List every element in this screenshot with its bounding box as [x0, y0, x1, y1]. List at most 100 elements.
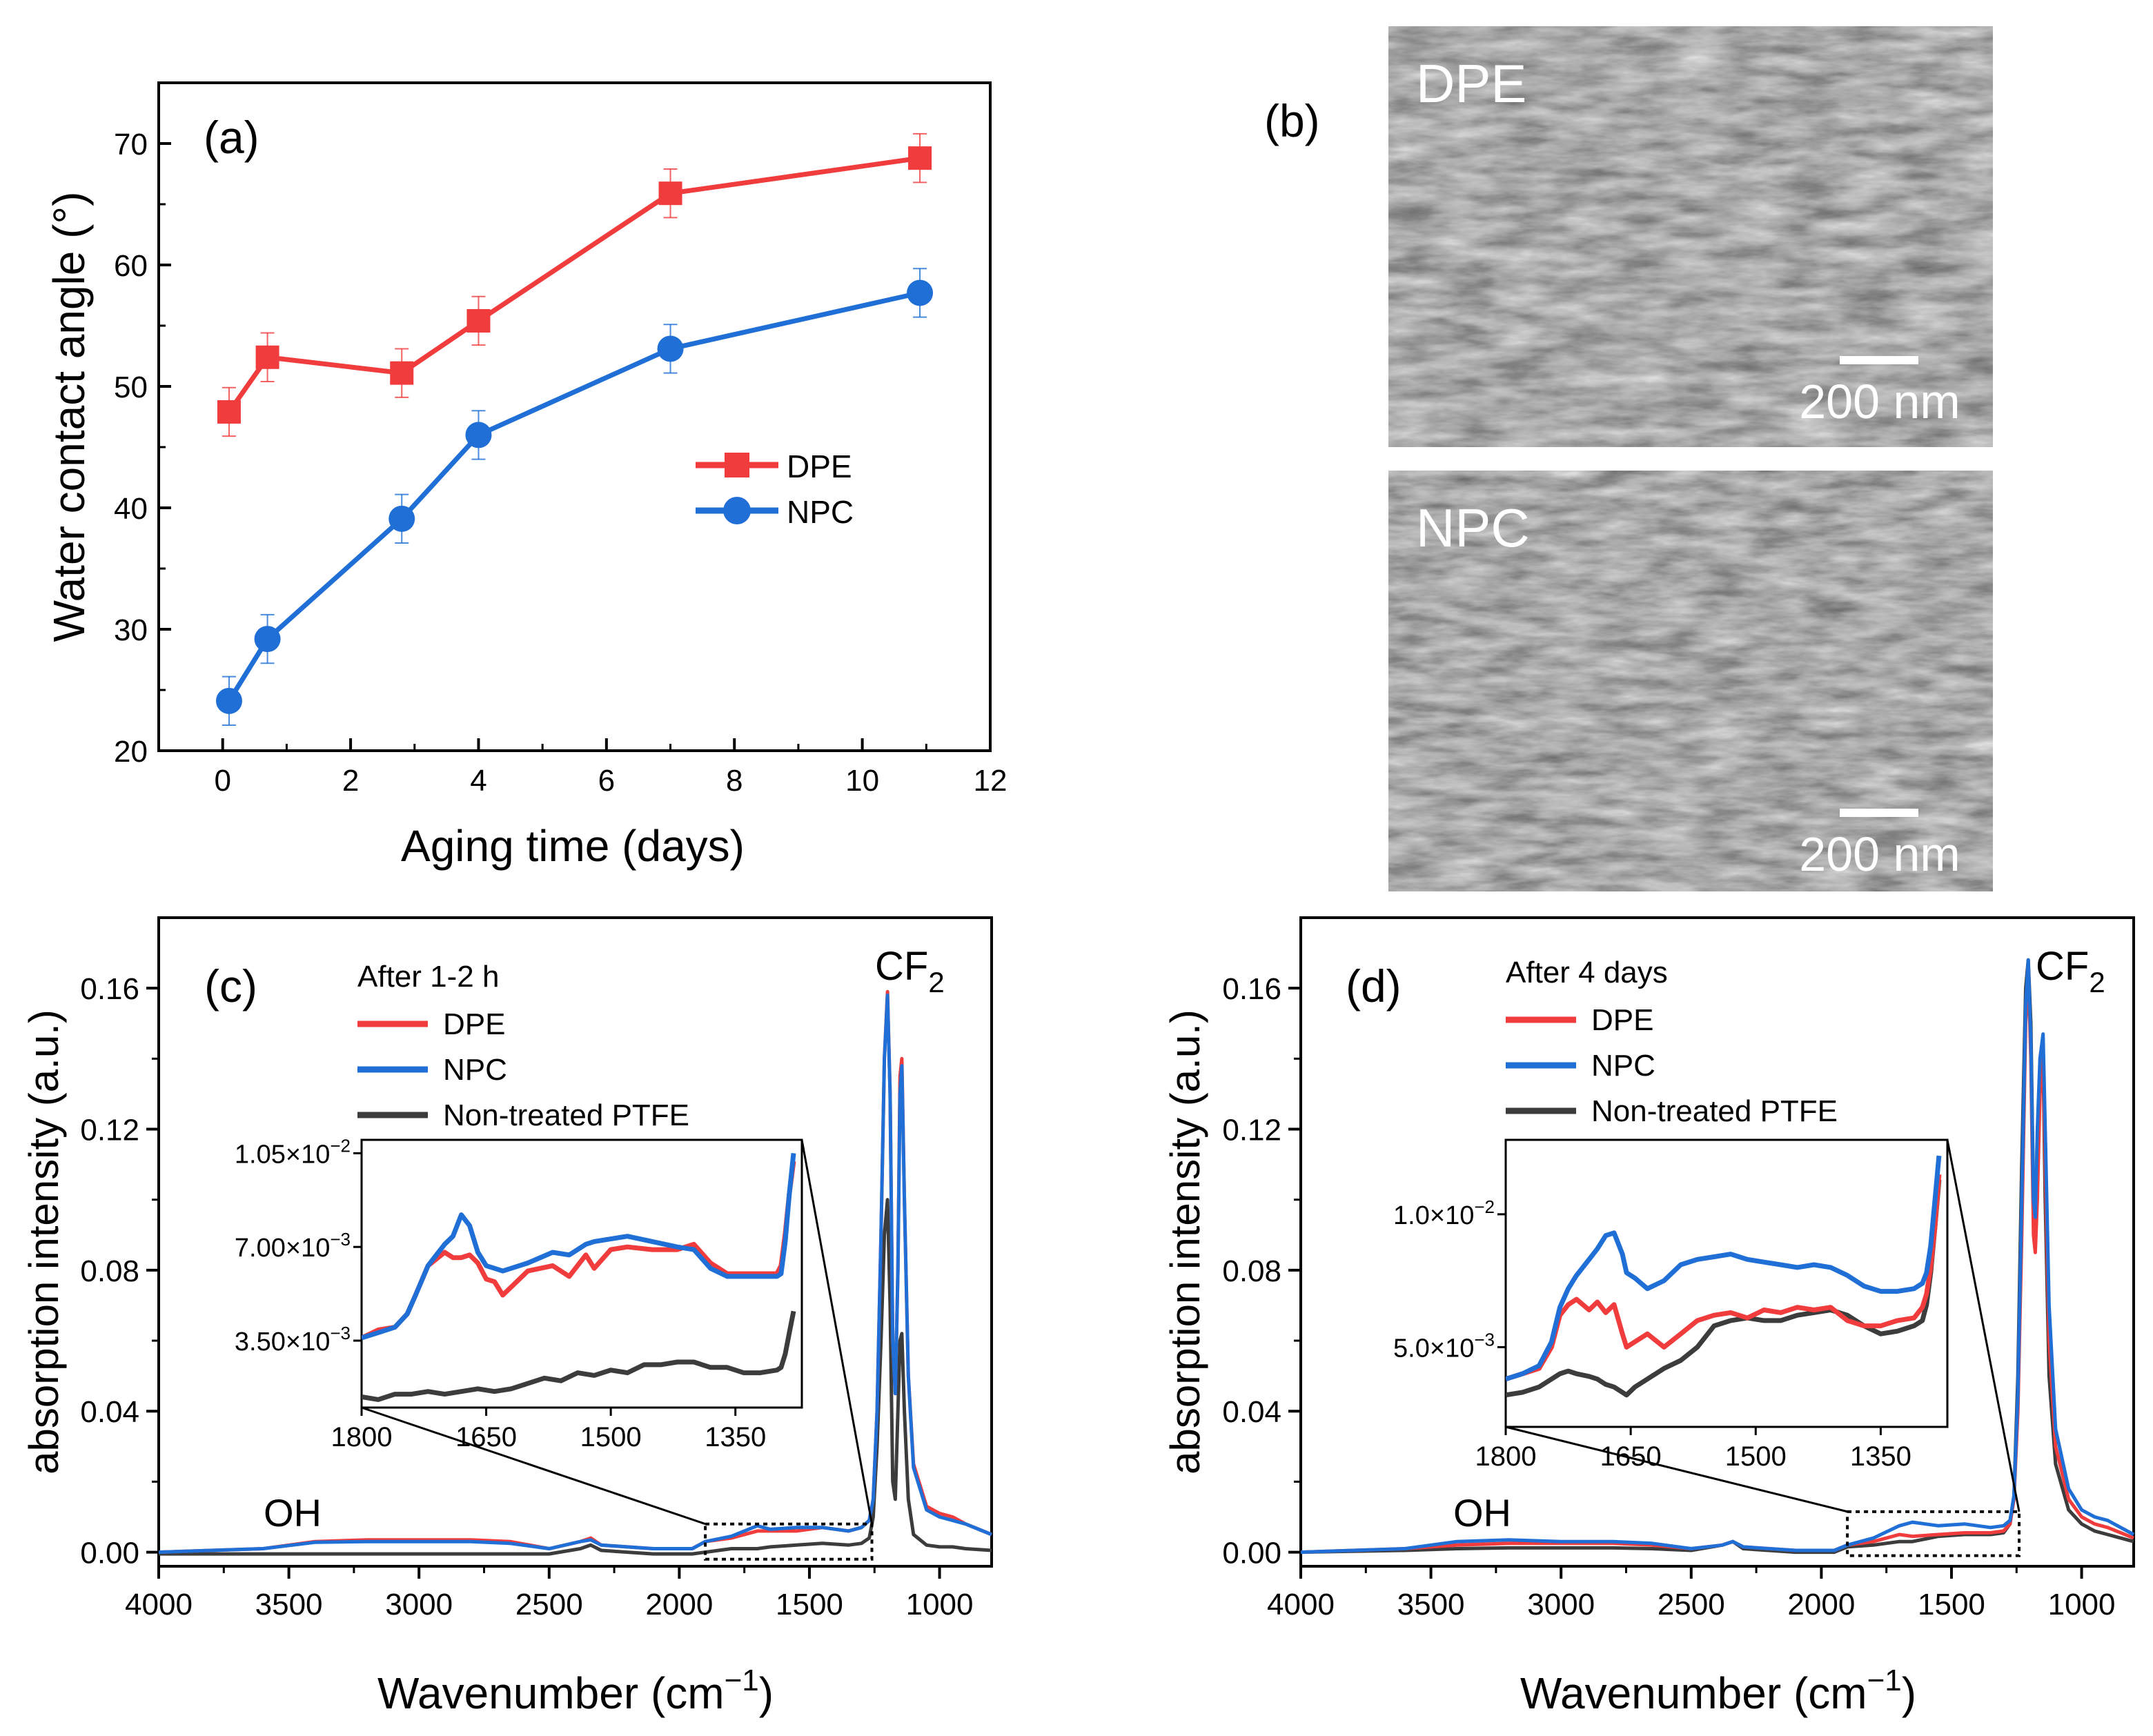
sem-image-dpe-texture — [1388, 26, 1993, 447]
panel-c-ftir-chart: 4000 3500 3000 2500 2000 1500 1000 0.00 0.04 0.08… — [21, 916, 993, 1718]
panel-c-inset-x-tick-label: 1500 — [580, 1422, 642, 1452]
panel-c-legend-dpe: DPE — [443, 1007, 505, 1041]
panel-d-x-title-end: ) — [1902, 1668, 1916, 1718]
panel-a-line-dpe — [227, 155, 921, 413]
panel-d-x-axis-title: Wavenumber (cm−1) — [1520, 1664, 1916, 1718]
panel-a-error-bars — [222, 132, 927, 727]
panel-a-point-dpe — [390, 361, 414, 385]
panel-d-inset: 1800 1650 1500 1350 5.0×10−3 1.0×10−2 — [1393, 1138, 1949, 1472]
panel-c-x-tick-label: 3000 — [385, 1588, 453, 1621]
panel-c-x-tick-label: 2500 — [515, 1588, 583, 1621]
panel-a-y-tick-label: 60 — [114, 249, 148, 283]
panel-a-x-tick-label: 6 — [598, 764, 615, 798]
panel-d-cf2-text: CF — [2036, 944, 2089, 989]
panel-d-inset-frame — [1504, 1138, 1949, 1428]
inset-y-tick-mantissa: 1.0×10 — [1393, 1201, 1474, 1230]
panel-b-label: (b) — [1264, 95, 1320, 146]
panel-a-plot-frame — [157, 81, 992, 752]
panel-d-inset-line-non-treated-ptfe — [1506, 1179, 1942, 1398]
panel-c-y-tick-label: 0.12 — [80, 1114, 139, 1147]
panel-c-zoom-guide-left — [361, 1406, 706, 1526]
panel-d-x-tick-label: 2500 — [1658, 1588, 1725, 1621]
inset-y-tick-mantissa: 3.50×10 — [235, 1328, 330, 1357]
panel-c-inset-y-tick-label: 7.00×10−3 — [235, 1229, 351, 1263]
inset-y-tick-mantissa: 5.0×10 — [1393, 1334, 1474, 1363]
panel-d-cf2-annotation: CF2 — [2036, 944, 2105, 998]
panel-c-x-tick-label: 1000 — [906, 1588, 974, 1621]
panel-c-zoom-guide-right — [800, 1139, 873, 1524]
sem-image-dpe: DPE 200 nm — [1388, 26, 1993, 447]
panel-c-legend-npc: NPC — [443, 1053, 507, 1087]
panel-c-legend-ptfe: Non-treated PTFE — [443, 1098, 689, 1132]
panel-c-y-axis-title: absorption intensity (a.u.) — [21, 1009, 67, 1474]
panel-d-x-tick-label: 2000 — [1787, 1588, 1855, 1621]
inset-y-tick-exponent: −3 — [330, 1229, 351, 1250]
panel-c-zoom-guides — [361, 1139, 874, 1561]
panel-d-x-tick-label: 4000 — [1267, 1588, 1335, 1621]
panel-d-ftir-chart: 4000 3500 3000 2500 2000 1500 1000 0.00 0.04 0.08… — [1162, 916, 2135, 1718]
panel-d-legend-dpe: DPE — [1591, 1003, 1653, 1037]
panel-c-oh-annotation: OH — [264, 1491, 322, 1535]
panel-d-inset-line-npc — [1506, 1155, 1942, 1382]
panel-c-y-tick-label: 0.04 — [80, 1395, 139, 1429]
panel-d-oh-annotation: OH — [1453, 1491, 1511, 1535]
panel-d-legend-title: After 4 days — [1506, 956, 1668, 989]
panel-c-zoom-box — [704, 1522, 874, 1561]
sem-image-npc: NPC 200 nm — [1388, 471, 1993, 891]
panel-a-x-tick-label: 2 — [342, 764, 359, 798]
legend-npc-label: NPC — [787, 494, 854, 530]
panel-b-sem-images: (b) DPE 200 nm NPC 200 nm — [1264, 26, 1993, 891]
panel-d-y-tick-label: 0.08 — [1222, 1254, 1281, 1288]
panel-a-point-npc — [389, 505, 415, 532]
panel-d-y-tick-label: 0.00 — [1222, 1537, 1281, 1570]
panel-c-label: (c) — [204, 960, 257, 1012]
sem-image-npc-scale-label: 200 nm — [1799, 827, 1960, 881]
panel-a-y-tick-label: 20 — [114, 735, 148, 769]
panel-c-x-tick-label: 4000 — [125, 1588, 193, 1621]
panel-a-y-tick-label: 50 — [114, 371, 148, 404]
panel-c-y-tick-label: 0.00 — [80, 1537, 139, 1570]
panel-c-line-npc — [158, 993, 992, 1555]
panel-a-label: (a) — [204, 112, 259, 163]
panel-c-inset-x-tick-label: 1350 — [705, 1422, 766, 1452]
panel-d-x-tick-label: 1500 — [1918, 1588, 1985, 1621]
panel-a-series-lines — [226, 155, 921, 702]
panel-d-y-axis-title: absorption intensity (a.u.) — [1162, 1009, 1208, 1474]
panel-a-x-tick-label: 4 — [470, 764, 486, 798]
panel-c-x-axis-title: Wavenumber (cm−1) — [377, 1664, 774, 1718]
panel-a-point-dpe — [908, 146, 932, 170]
panel-c-cf2-text: CF — [875, 944, 928, 989]
panel-a-y-axis-title: Water contact angle (°) — [44, 192, 94, 642]
sem-image-dpe-scale-label: 200 nm — [1799, 375, 1960, 428]
panel-d-legend: After 4 days DPE NPC Non-treated PTFE — [1506, 956, 1838, 1128]
panel-d-x-tick-label: 1000 — [2048, 1588, 2116, 1621]
panel-c-x-title-text: Wavenumber (cm — [377, 1668, 725, 1718]
sem-image-npc-scale-bar — [1840, 809, 1918, 817]
panel-c-line-non-treated-ptfe — [159, 1198, 992, 1556]
panel-a-y-tick-label: 70 — [114, 128, 148, 161]
panel-d-inset-x-tick-label: 1650 — [1600, 1441, 1662, 1472]
panel-a-x-tick-label: 10 — [845, 764, 879, 798]
panel-d-inset-x-tick-label: 1500 — [1725, 1441, 1787, 1472]
panel-d-x-tick-label: 3000 — [1527, 1588, 1595, 1621]
panel-a-point-dpe — [217, 400, 241, 424]
panel-a-point-dpe — [255, 345, 279, 369]
inset-y-tick-exponent: −3 — [1474, 1329, 1495, 1350]
panel-d-legend-ptfe: Non-treated PTFE — [1591, 1094, 1838, 1128]
panel-c-x-title-sup: −1 — [725, 1664, 759, 1697]
panel-c-x-tick-label: 1500 — [776, 1588, 843, 1621]
panel-a-legend: DPE NPC — [696, 448, 854, 530]
panel-a-point-dpe — [466, 308, 491, 333]
panel-d-inset-x-tick-label: 1800 — [1475, 1441, 1537, 1472]
panel-c-series-lines — [158, 989, 992, 1556]
panel-a-x-tick-label: 8 — [726, 764, 743, 798]
panel-c-x-title-end: ) — [759, 1668, 774, 1718]
panel-d-y-tick-label: 0.16 — [1222, 972, 1281, 1006]
panel-c-cf2-subscript: 2 — [928, 966, 944, 998]
inset-y-tick-exponent: −2 — [330, 1135, 351, 1156]
panel-d-legend-npc: NPC — [1591, 1049, 1655, 1083]
panel-a-point-npc — [254, 626, 281, 653]
panel-c-inset-y-tick-label: 1.05×10−2 — [235, 1135, 351, 1169]
panel-c-cf2-annotation: CF2 — [875, 944, 945, 998]
